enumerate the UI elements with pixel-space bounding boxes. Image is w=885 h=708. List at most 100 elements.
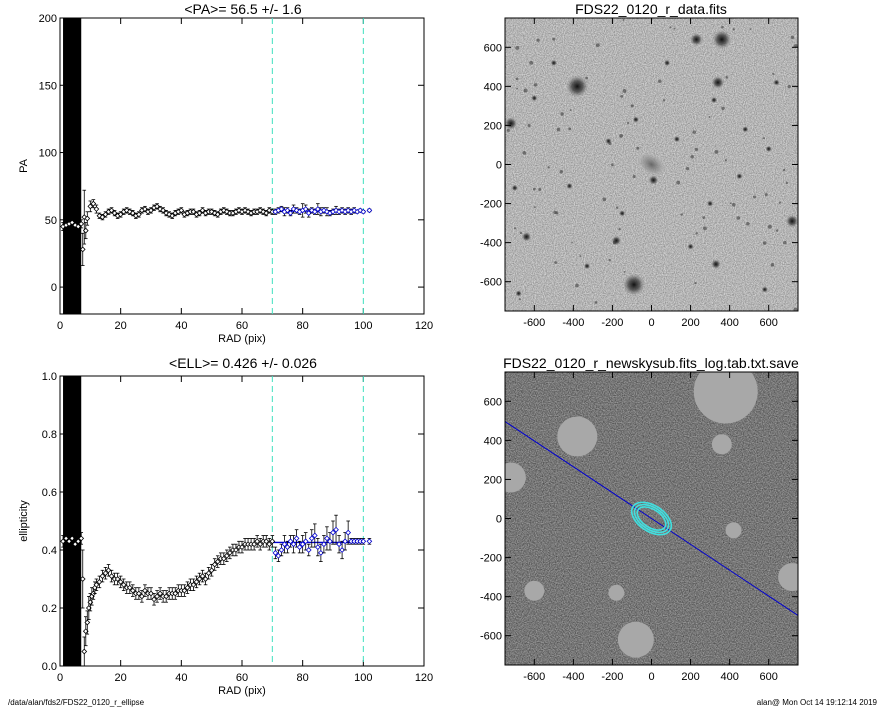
faint-source	[533, 187, 536, 191]
ell-point	[275, 552, 282, 559]
faint-source	[770, 263, 775, 267]
faint-source	[690, 155, 694, 159]
ell-ytick-label: 0.8	[42, 429, 57, 441]
ell-point	[214, 558, 221, 565]
ell-point	[314, 544, 321, 550]
mask-region	[524, 580, 545, 601]
faint-source	[787, 84, 791, 89]
faint-source	[762, 241, 767, 245]
ell-xtick-label: 40	[175, 672, 187, 684]
faint-source	[695, 232, 698, 235]
field-source	[583, 262, 591, 270]
image-panel-data	[505, 18, 798, 311]
field-source	[531, 94, 538, 102]
pa-point	[90, 200, 97, 207]
faint-source	[663, 99, 666, 102]
faint-source	[669, 26, 672, 29]
img2-ytick-label: 0	[496, 514, 502, 526]
img1-xtick-label: -400	[562, 317, 584, 329]
faint-source	[680, 213, 683, 216]
faint-source	[554, 261, 558, 264]
ell-point	[302, 538, 309, 545]
pa-point	[308, 207, 315, 214]
mask-region	[608, 584, 625, 601]
ell-point	[211, 561, 218, 568]
pa-point	[284, 207, 291, 214]
ell-inner-region	[63, 376, 82, 666]
faint-source	[506, 128, 510, 132]
faint-source	[736, 216, 741, 220]
faint-source	[673, 27, 676, 30]
faint-source	[529, 61, 534, 65]
ell-point	[287, 538, 294, 545]
img1-ytick-label: 600	[484, 42, 502, 54]
ell-point	[148, 590, 154, 597]
field-source	[706, 200, 714, 207]
img1-xtick-label: 0	[648, 317, 654, 329]
pa-point	[293, 207, 300, 214]
pa-point	[360, 208, 367, 215]
faint-source	[676, 180, 681, 185]
mask-region	[617, 621, 654, 658]
ell-point	[342, 538, 348, 545]
faint-source	[623, 270, 626, 273]
ell-point	[278, 547, 285, 553]
ell-point	[290, 541, 297, 548]
pa-xtick-label: 0	[57, 320, 63, 332]
ell-point	[99, 573, 106, 579]
pa-xtick-label: 60	[236, 320, 248, 332]
position-angle-line	[505, 421, 798, 616]
img2-xtick-label: 0	[648, 671, 654, 683]
pa-point	[163, 210, 170, 216]
img1-ytick-label: -400	[480, 238, 502, 250]
ell-point	[239, 544, 245, 550]
field-source	[761, 286, 768, 293]
ell-ytick-label: 0.2	[42, 603, 57, 615]
footer-timestamp: alan@ Mon Oct 14 19:12:14 2019	[757, 698, 878, 707]
ell-point	[284, 544, 291, 550]
img1-ytick-label: 200	[484, 120, 502, 132]
ell-point	[336, 541, 342, 548]
ell-point	[308, 535, 315, 542]
ell-xtick-label: 80	[297, 672, 309, 684]
faint-source	[569, 109, 572, 112]
pa-xtick-label: 20	[115, 320, 127, 332]
ell-point	[254, 538, 261, 545]
pa-point	[290, 206, 297, 212]
img2-xtick-label: 400	[720, 671, 738, 683]
pa-point	[169, 212, 176, 219]
faint-source	[725, 76, 728, 79]
faint-source	[515, 45, 520, 50]
faint-source	[518, 298, 521, 301]
pa-point	[72, 222, 79, 229]
pa-point	[160, 207, 166, 214]
faint-source	[608, 142, 612, 146]
faint-source	[636, 146, 640, 150]
img1-title: FDS22_0120_r_data.fits	[575, 1, 727, 17]
ell-point	[105, 567, 112, 574]
mask-region	[725, 522, 742, 539]
pa-point	[84, 215, 91, 222]
faint-source	[579, 255, 582, 257]
faint-source	[694, 281, 697, 285]
pa-point	[75, 223, 82, 230]
faint-source	[515, 77, 519, 81]
faint-source	[658, 79, 662, 83]
img2-xtick-label: 600	[760, 671, 778, 683]
img2-ytick-label: -200	[480, 553, 502, 565]
pa-point	[366, 207, 373, 214]
pa-point	[93, 206, 100, 212]
pa-ytick-label: 200	[39, 13, 57, 25]
mask-region	[778, 563, 798, 592]
ell-ytick-label: 0.0	[42, 661, 57, 673]
pa-point	[236, 207, 242, 214]
img1-ytick-label: 0	[496, 160, 502, 172]
img1-ytick-label: 400	[484, 81, 502, 93]
pa-point	[99, 214, 106, 220]
faint-source	[620, 95, 624, 98]
field-source	[648, 175, 659, 185]
ell-point	[102, 570, 109, 577]
ell-xtick-label: 0	[57, 672, 63, 684]
ell-point	[84, 619, 91, 626]
image-sources	[505, 19, 798, 311]
